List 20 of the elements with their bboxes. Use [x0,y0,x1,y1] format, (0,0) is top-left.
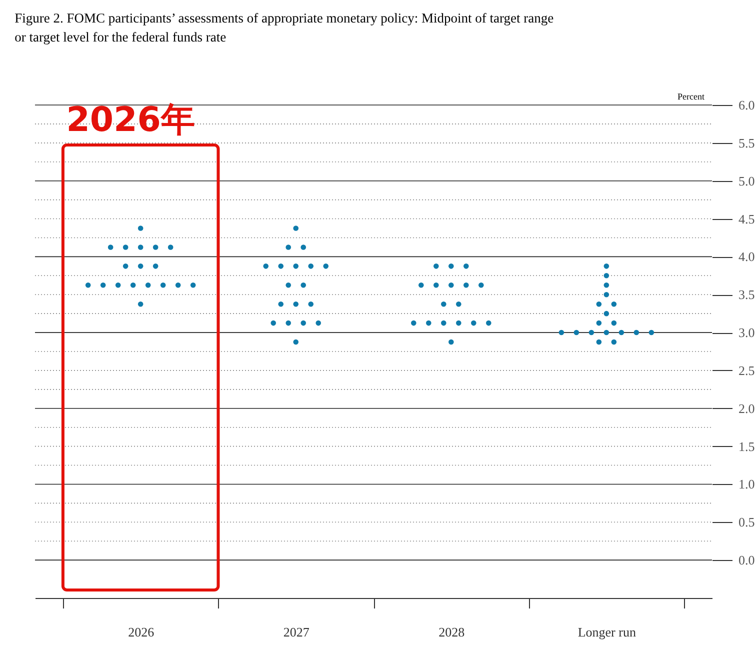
y-tick-label: 2.0 [738,400,755,416]
x-tick-label: Longer run [578,624,636,640]
y-tick-label: 4.5 [738,211,755,226]
x-tick-label: 2027 [283,624,310,640]
y-tick-label: 6.0 [738,98,755,112]
y-tick-label: 1.0 [738,476,755,492]
y-tick-label: 4.0 [738,249,755,264]
annotation: 2026年 [66,100,195,140]
y-tick-label: 5.5 [738,135,755,150]
y-tick-label: 1.5 [738,438,755,454]
y-axis-title: Percent [678,92,705,102]
y-tick-label: 0.5 [738,514,755,530]
chart-title: Figure 2. FOMC participants’ assessments of appropriate monetary policy: Midpoint of target range or target level for the federal funds rate [14,10,554,44]
x-tick-label: 2028 [438,624,465,640]
y-tick-label: 3.0 [738,325,755,340]
y-tick-label: 2.5 [738,362,755,378]
y-tick-label: 3.5 [738,287,755,302]
x-tick-label: 2026 [128,624,155,640]
y-tick-label: 0.0 [738,552,755,568]
y-tick-label: 5.0 [738,173,755,188]
